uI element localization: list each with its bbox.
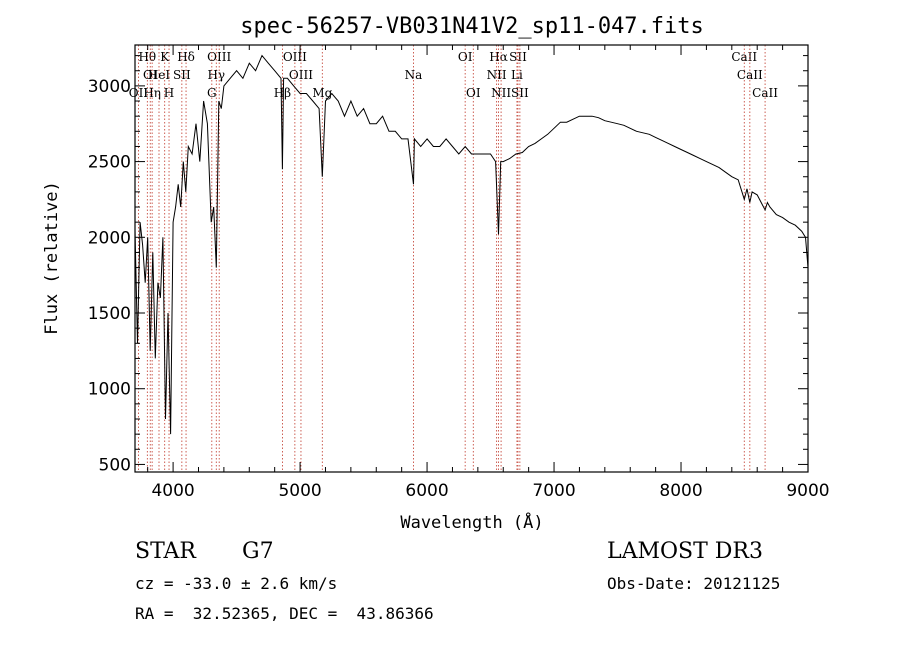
line-label: OI — [143, 68, 158, 82]
spectrum-series — [134, 54, 809, 435]
coordinates-text: RA = 32.52365, DEC = 43.86366 — [135, 604, 434, 623]
line-label: Hη — [143, 86, 161, 100]
line-label: CaII — [752, 86, 778, 100]
x-tick-label: 9000 — [786, 481, 829, 501]
line-label: SII — [173, 68, 191, 82]
line-label: OI — [466, 86, 481, 100]
x-tick-label: 4000 — [151, 481, 194, 501]
axis-ticks: 4000 5000 6000 7000 8000 9000 500 1000 1500 2000 2… — [88, 45, 830, 501]
line-label: Na — [405, 68, 423, 82]
line-label: SII — [509, 50, 527, 64]
line-label: H — [164, 86, 174, 100]
y-tick-label: 1000 — [88, 380, 131, 400]
line-label: Mg — [312, 86, 332, 100]
y-tick-label: 1500 — [88, 304, 131, 324]
y-tick-label: 2500 — [88, 153, 131, 173]
x-axis-label: Wavelength (Å) — [400, 511, 543, 533]
obs-date-text: Obs-Date: 20121125 — [607, 574, 781, 593]
line-label: OIII — [289, 68, 313, 82]
line-label: Hα — [489, 50, 508, 64]
y-tick-label: 500 — [99, 455, 131, 475]
object-class: STAR — [135, 539, 196, 564]
line-label: NII — [487, 68, 507, 82]
line-label: HeI — [148, 68, 171, 82]
x-tick-label: 7000 — [532, 481, 575, 501]
chart-title: spec-56257-VB031N41V2_sp11-047.fits — [240, 14, 704, 39]
y-axis-label: Flux (relative) — [42, 181, 62, 335]
redshift-text: cz = -33.0 ± 2.6 km/s — [135, 574, 338, 593]
x-tick-label: 5000 — [278, 481, 321, 501]
x-tick-label: 6000 — [405, 481, 448, 501]
object-subclass: G7 — [242, 539, 274, 564]
line-label: CaII — [731, 50, 757, 64]
line-label: K — [160, 50, 170, 64]
line-label: Hδ — [177, 50, 195, 64]
line-label: SII — [511, 86, 529, 100]
survey-label: LAMOST DR3 — [607, 539, 763, 564]
line-label: Li — [511, 68, 523, 82]
line-label: OII — [129, 86, 149, 100]
x-tick-label: 8000 — [659, 481, 702, 501]
plot-frame — [134, 44, 809, 473]
line-label: OI — [458, 50, 473, 64]
line-label: Hγ — [207, 68, 225, 82]
line-label: CaII — [737, 68, 763, 82]
line-label: OIII — [207, 50, 231, 64]
line-label: OIII — [283, 50, 307, 64]
line-label: Hθ — [138, 50, 156, 64]
line-label: NII — [491, 86, 511, 100]
spectral-line-markers: Hθ OI OII K HeI Hη Hδ SII H OIII Hγ G OIII OIII Hβ Mg Na… — [129, 45, 778, 472]
y-tick-label: 3000 — [88, 77, 131, 97]
line-label: G — [207, 86, 217, 100]
series-flux — [134, 54, 809, 435]
y-tick-label: 2000 — [88, 228, 131, 248]
line-label: Hβ — [274, 86, 291, 100]
